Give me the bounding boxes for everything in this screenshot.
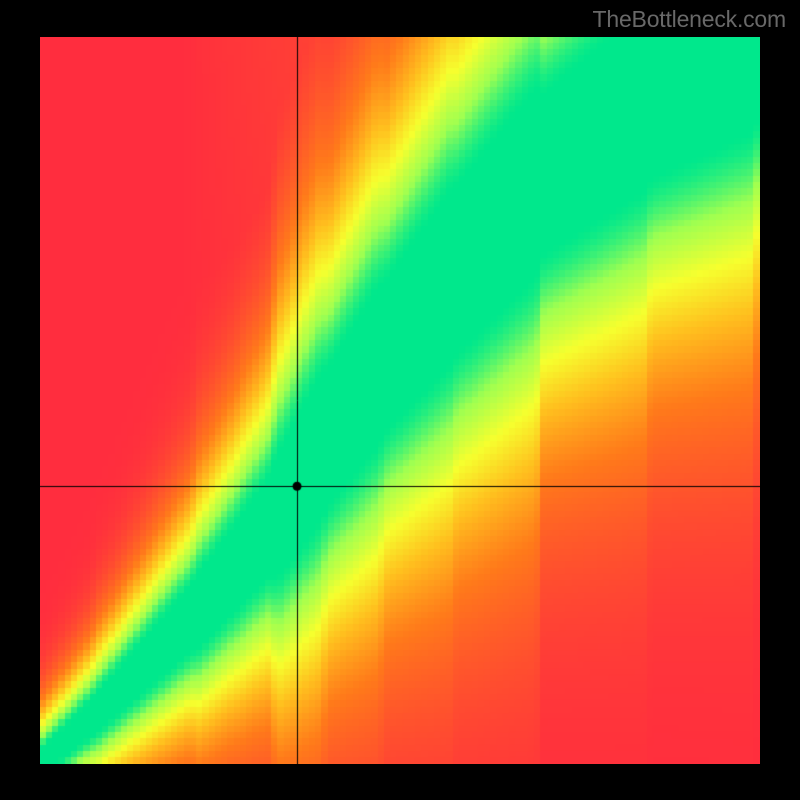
heatmap-canvas (40, 37, 760, 764)
watermark-text: TheBottleneck.com (593, 6, 786, 33)
chart-container: TheBottleneck.com (0, 0, 800, 800)
